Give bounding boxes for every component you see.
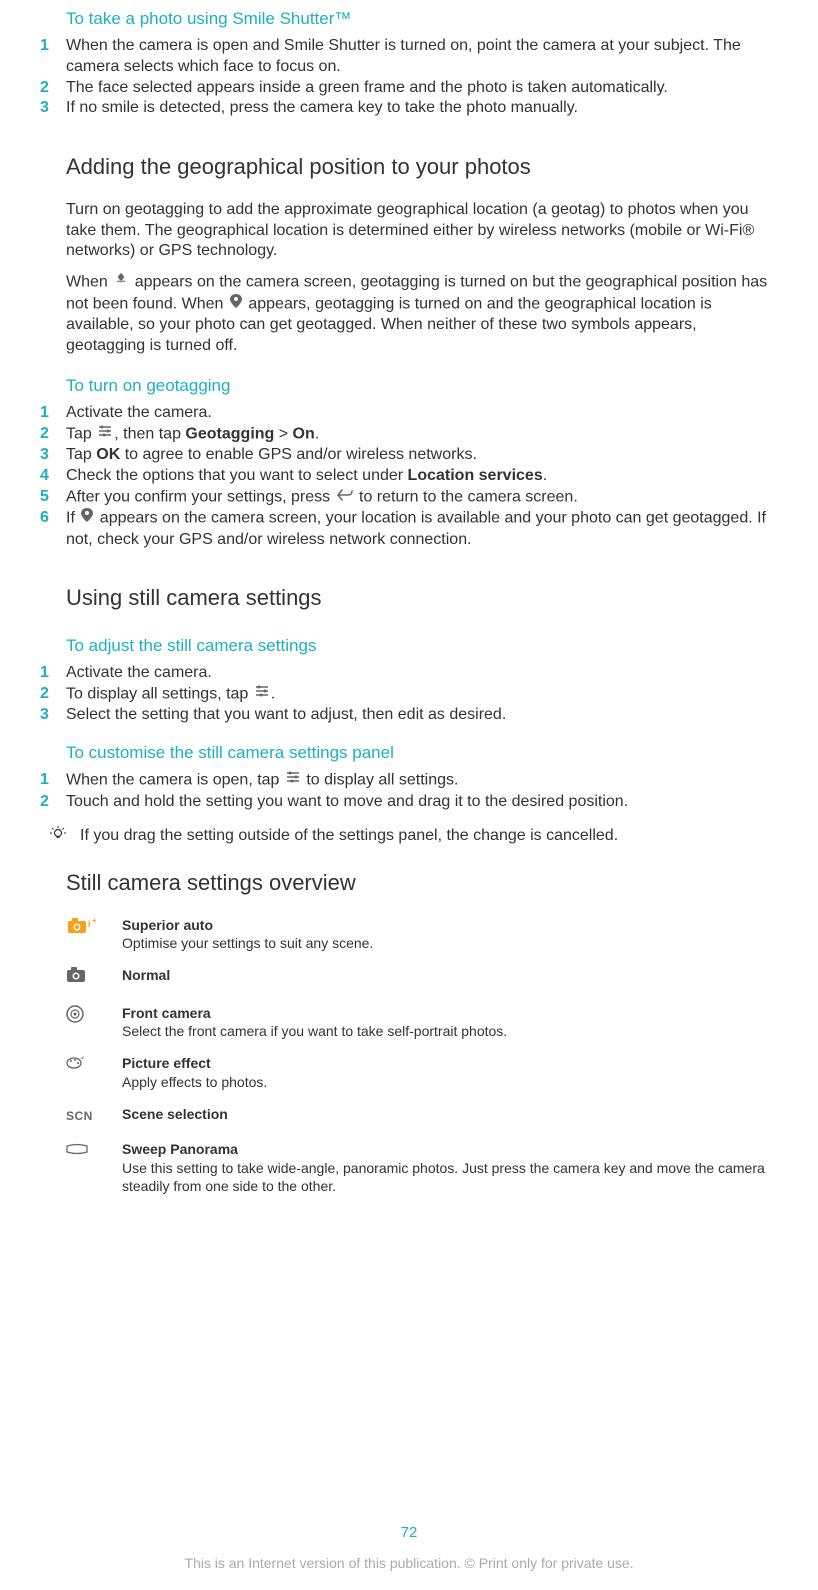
- step-number: 3: [40, 705, 66, 726]
- customise-panel-heading: To customise the still camera settings p…: [66, 742, 778, 764]
- superior-auto-icon: i+: [66, 916, 122, 952]
- back-icon: [337, 487, 353, 508]
- settings-title: Front camera: [122, 1004, 778, 1022]
- text-fragment: appears on the camera screen, your locat…: [66, 510, 766, 548]
- still-camera-heading: Using still camera settings: [66, 584, 778, 613]
- step-number: 1: [40, 663, 66, 684]
- settings-row-sweep-panorama: Sweep Panorama Use this setting to take …: [66, 1140, 778, 1195]
- text-fragment: , then tap: [114, 425, 185, 442]
- geotag-para2: When appears on the camera screen, geota…: [66, 272, 778, 356]
- svg-text:i: i: [88, 919, 91, 929]
- text-fragment: .: [315, 425, 319, 442]
- settings-title: Scene selection: [122, 1105, 778, 1123]
- step-number: 1: [40, 36, 66, 78]
- step-text: If appears on the camera screen, your lo…: [66, 508, 778, 550]
- settings-title: Superior auto: [122, 916, 778, 934]
- step-number: 1: [40, 770, 66, 791]
- text-fragment: Tap: [66, 425, 96, 442]
- step-text: The face selected appears inside a green…: [66, 78, 778, 99]
- text-fragment: >: [274, 425, 292, 442]
- geotag-searching-icon: [114, 272, 128, 293]
- text-fragment: When the camera is open, tap: [66, 772, 284, 789]
- text-fragment: to return to the camera screen.: [355, 488, 578, 505]
- step-text: Touch and hold the setting you want to m…: [66, 792, 778, 813]
- geotag-heading: Adding the geographical position to your…: [66, 153, 778, 182]
- normal-camera-icon: [66, 966, 122, 990]
- step-text: Tap , then tap Geotagging > On.: [66, 424, 778, 445]
- settings-row-normal: Normal: [66, 966, 778, 990]
- settings-sliders-icon: [286, 770, 300, 791]
- settings-sliders-icon: [255, 684, 269, 705]
- text-fragment: After you confirm your settings, press: [66, 488, 335, 505]
- adjust-settings-heading: To adjust the still camera settings: [66, 635, 778, 657]
- step-number: 2: [40, 684, 66, 705]
- step-number: 4: [40, 466, 66, 487]
- geotag-found-icon: [230, 294, 242, 315]
- text-fragment: Tap: [66, 446, 96, 463]
- step-text: If no smile is detected, press the camer…: [66, 98, 778, 119]
- step-text: After you confirm your settings, press t…: [66, 487, 778, 508]
- bold-label: On: [293, 425, 315, 442]
- step-number: 1: [40, 403, 66, 424]
- smile-shutter-steps: 1When the camera is open and Smile Shutt…: [66, 36, 778, 119]
- geotag-found-icon: [81, 508, 93, 529]
- settings-row-superior-auto: i+ Superior auto Optimise your settings …: [66, 916, 778, 952]
- smile-shutter-heading: To take a photo using Smile Shutter™: [66, 8, 778, 30]
- sweep-panorama-icon: [66, 1140, 122, 1195]
- bold-label: Location services: [408, 467, 543, 484]
- text-fragment: If: [66, 510, 79, 527]
- scene-selection-icon: SCN: [66, 1105, 122, 1127]
- settings-title: Picture effect: [122, 1054, 778, 1072]
- step-text: When the camera is open and Smile Shutte…: [66, 36, 778, 78]
- settings-desc: Use this setting to take wide-angle, pan…: [122, 1159, 778, 1195]
- text-fragment: .: [543, 467, 547, 484]
- adjust-settings-steps: 1Activate the camera. 2To display all se…: [66, 663, 778, 726]
- step-text: Select the setting that you want to adju…: [66, 705, 778, 726]
- step-text: Tap OK to agree to enable GPS and/or wir…: [66, 445, 778, 466]
- settings-overview-table: i+ Superior auto Optimise your settings …: [66, 916, 778, 1195]
- tip-row: If you drag the setting outside of the s…: [66, 826, 778, 849]
- step-number: 2: [40, 78, 66, 99]
- geotag-para1: Turn on geotagging to add the approximat…: [66, 200, 778, 262]
- bold-label: Geotagging: [185, 425, 274, 442]
- svg-text:+: +: [92, 917, 96, 925]
- step-number: 3: [40, 98, 66, 119]
- settings-desc: Optimise your settings to suit any scene…: [122, 934, 778, 952]
- step-text: To display all settings, tap .: [66, 684, 778, 705]
- step-text: When the camera is open, tap to display …: [66, 770, 778, 791]
- text-fragment: to display all settings.: [302, 772, 459, 789]
- front-camera-icon: [66, 1004, 122, 1040]
- picture-effect-icon: [66, 1054, 122, 1090]
- settings-desc: Select the front camera if you want to t…: [122, 1022, 778, 1040]
- step-text: Check the options that you want to selec…: [66, 466, 778, 487]
- text-fragment: .: [271, 685, 275, 702]
- page-number: 72: [0, 1523, 818, 1543]
- tip-lightbulb-icon: [50, 826, 80, 849]
- step-number: 5: [40, 487, 66, 508]
- text-fragment: To display all settings, tap: [66, 685, 253, 702]
- tip-text: If you drag the setting outside of the s…: [80, 826, 778, 849]
- step-text: Activate the camera.: [66, 663, 778, 684]
- settings-row-scene-selection: SCN Scene selection: [66, 1105, 778, 1127]
- customise-panel-steps: 1When the camera is open, tap to display…: [66, 770, 778, 812]
- step-number: 3: [40, 445, 66, 466]
- settings-sliders-icon: [98, 424, 112, 445]
- text-fragment: When: [66, 274, 112, 291]
- turn-on-geotag-steps: 1Activate the camera. 2Tap , then tap Ge…: [66, 403, 778, 551]
- settings-row-picture-effect: Picture effect Apply effects to photos.: [66, 1054, 778, 1090]
- settings-title: Normal: [122, 966, 778, 984]
- turn-on-geotag-heading: To turn on geotagging: [66, 375, 778, 397]
- settings-row-front-camera: Front camera Select the front camera if …: [66, 1004, 778, 1040]
- text-fragment: Check the options that you want to selec…: [66, 467, 408, 484]
- settings-desc: Apply effects to photos.: [122, 1073, 778, 1091]
- step-number: 2: [40, 792, 66, 813]
- settings-title: Sweep Panorama: [122, 1140, 778, 1158]
- step-number: 6: [40, 508, 66, 550]
- step-text: Activate the camera.: [66, 403, 778, 424]
- bold-label: OK: [96, 446, 120, 463]
- footer-text: This is an Internet version of this publ…: [0, 1554, 818, 1572]
- text-fragment: to agree to enable GPS and/or wireless n…: [120, 446, 477, 463]
- settings-overview-heading: Still camera settings overview: [66, 869, 778, 898]
- step-number: 2: [40, 424, 66, 445]
